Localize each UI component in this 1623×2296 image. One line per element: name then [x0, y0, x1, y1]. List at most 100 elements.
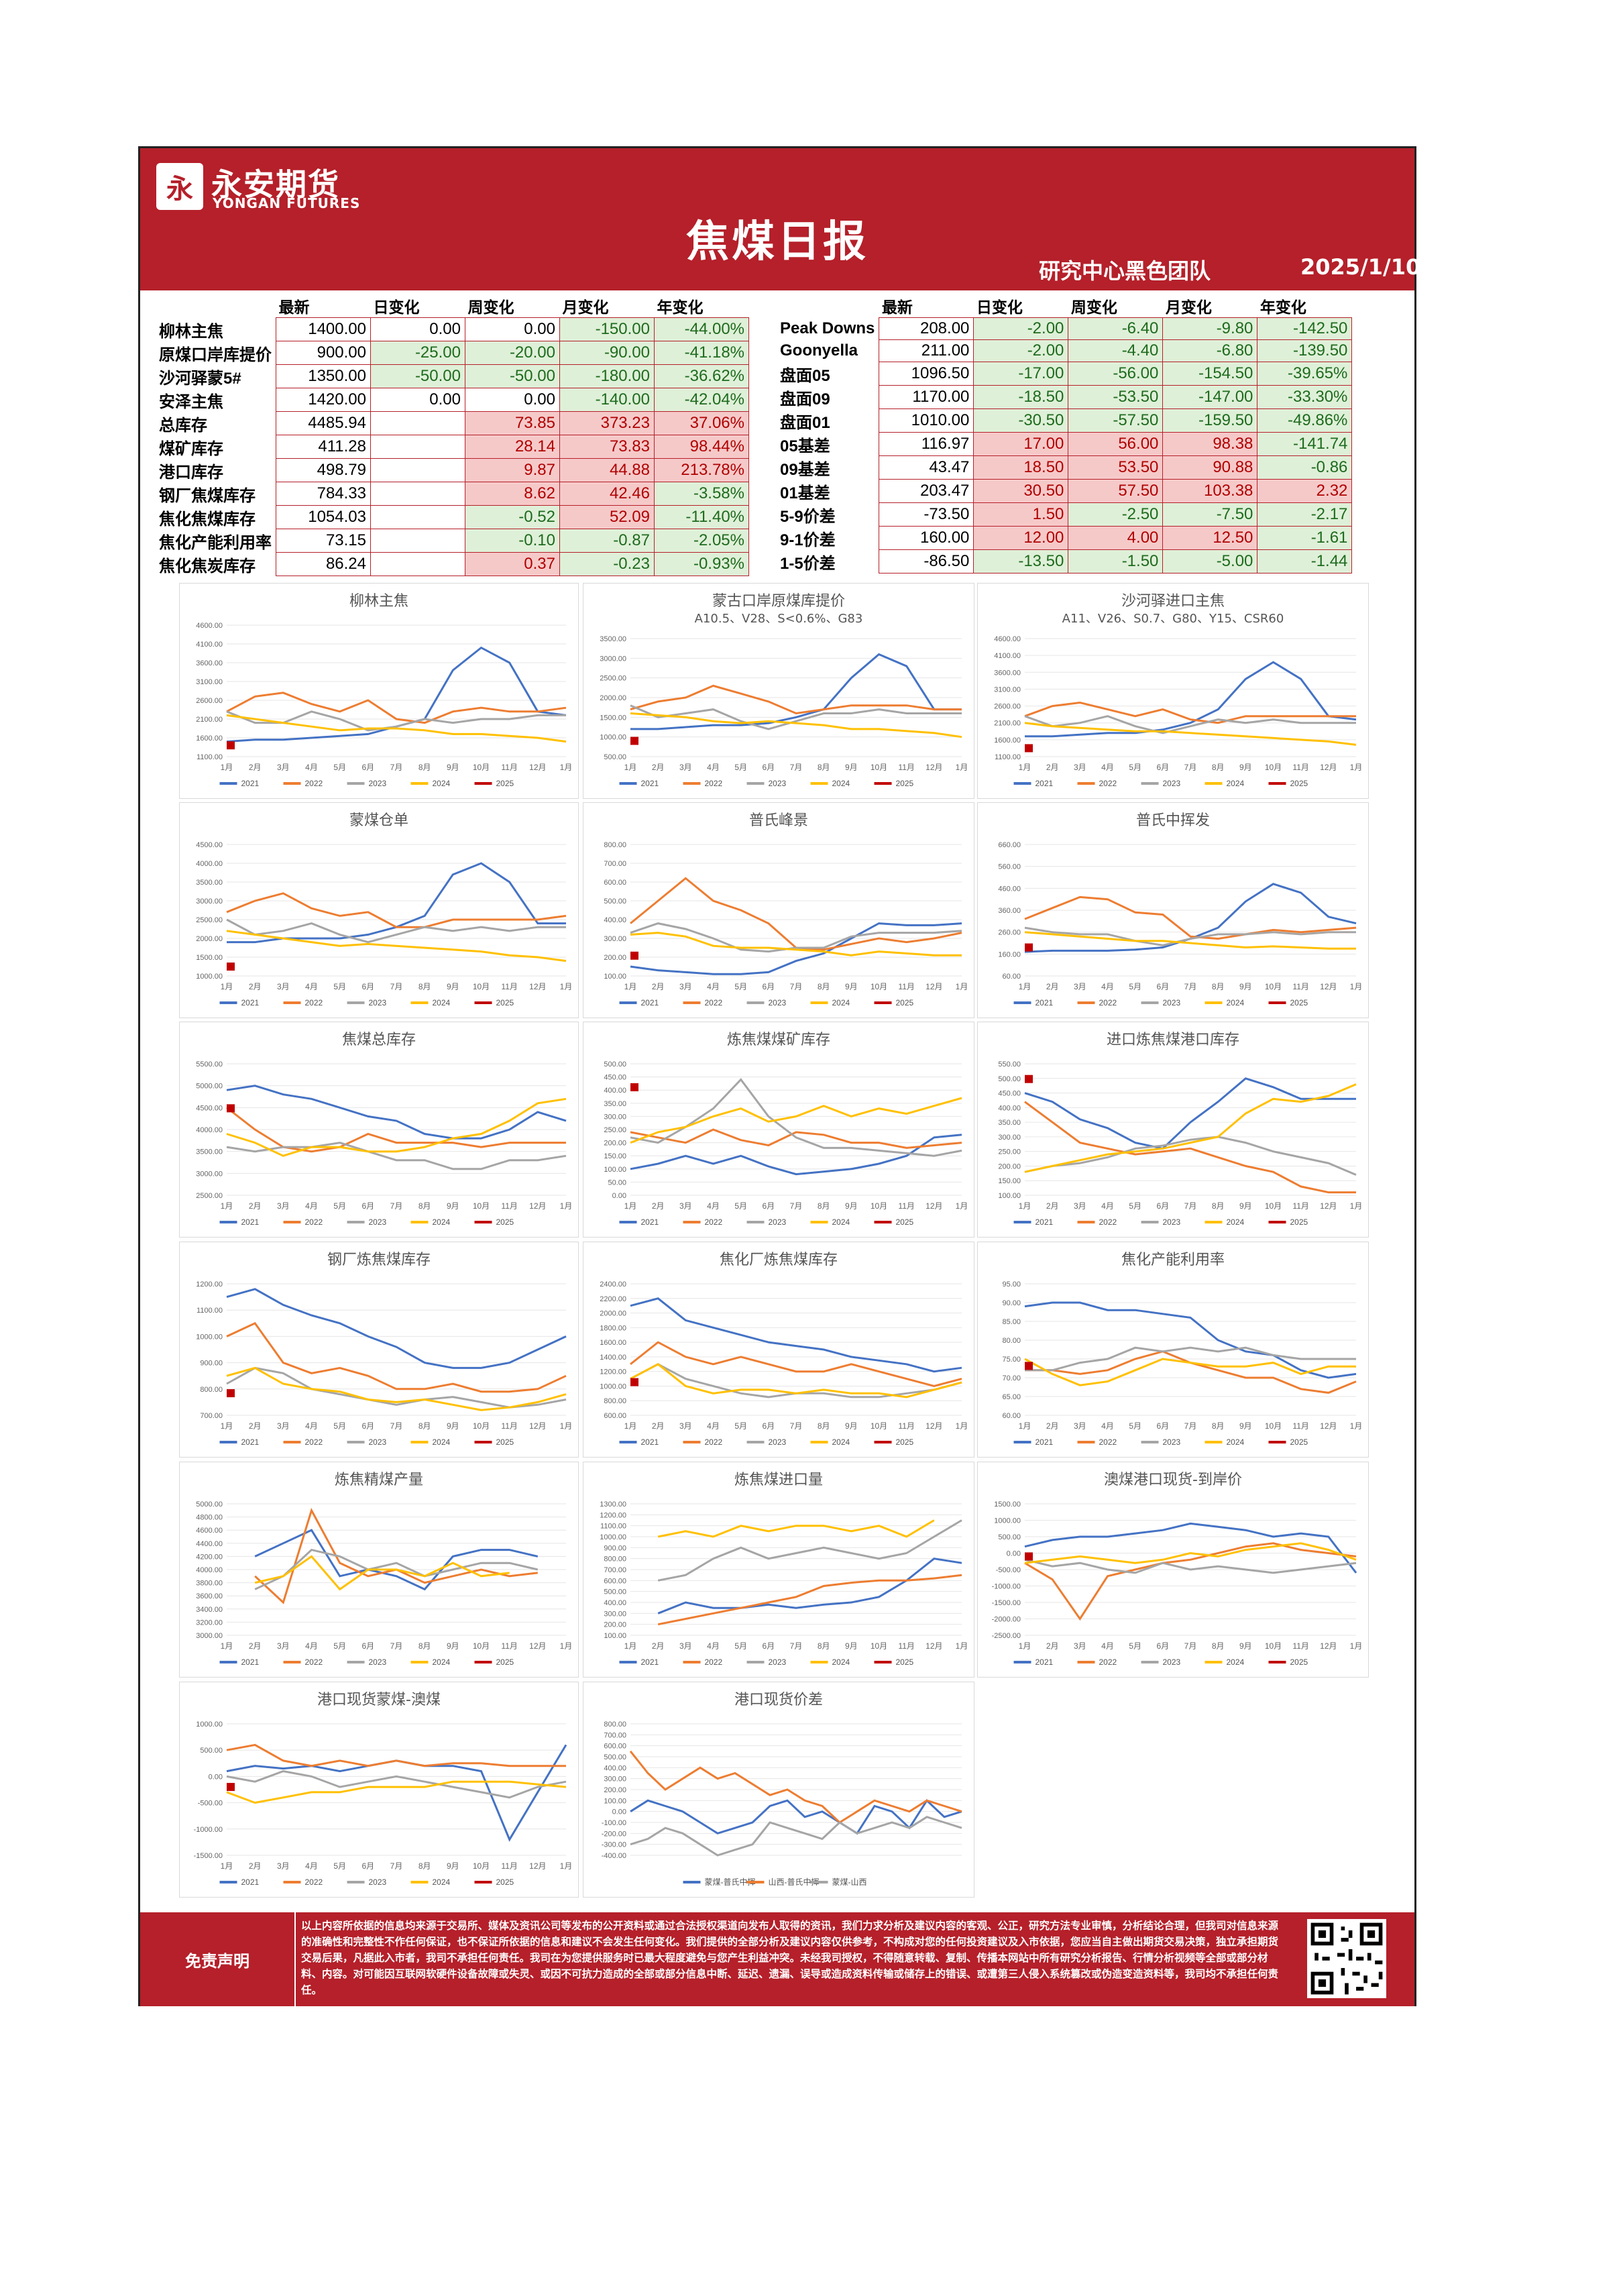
legend-label: 2023: [369, 1657, 387, 1667]
x-tick-label: 9月: [845, 1421, 858, 1431]
table-cell: -90.00: [559, 341, 655, 365]
table-cell: -2.00: [973, 317, 1069, 340]
y-tick-label: 1500.00: [994, 1500, 1021, 1509]
x-tick-label: 7月: [1184, 982, 1197, 991]
chart-svg: 800.00 700.00 600.00 500.00 400.00 300.00 200.…: [604, 841, 968, 1007]
y-tick-label: 700.00: [604, 860, 626, 868]
x-tick-label: 12月: [529, 1641, 546, 1651]
y-tick-label: 1500.00: [600, 714, 626, 722]
legend-label: 2023: [369, 1217, 387, 1227]
y-tick-label: 5500.00: [196, 1060, 223, 1069]
chart-title: 蒙古口岸原煤库提价: [712, 593, 845, 610]
table-cell: -2.05%: [654, 529, 749, 553]
series-2024-line: [630, 1097, 962, 1144]
y-tick-label: -100.00: [602, 1819, 626, 1827]
table-cell: 42.46: [559, 482, 655, 506]
series-2025-marker: [227, 1783, 235, 1792]
y-tick-label: 100.00: [604, 1166, 626, 1174]
x-tick-label: 1月: [624, 982, 637, 991]
x-tick-label: 8月: [818, 763, 830, 772]
series-2025-marker: [227, 963, 235, 971]
x-tick-label: 7月: [790, 1201, 803, 1211]
y-tick-label: 300.00: [604, 1775, 626, 1784]
table-cell: -50.00: [465, 364, 560, 388]
y-tick-label: 350.00: [998, 1119, 1021, 1127]
header-blank: [776, 294, 879, 318]
x-tick-label: 12月: [926, 1201, 942, 1211]
chart-title: 进口炼焦煤港口库存: [1106, 1032, 1239, 1048]
x-tick-label: 2月: [1046, 1641, 1059, 1651]
x-tick-label: 1月: [560, 1641, 573, 1651]
series-2025-marker: [1025, 1362, 1033, 1370]
y-tick-label: 1100.00: [197, 753, 223, 761]
x-tick-label: 9月: [845, 982, 858, 991]
legend-label: 2023: [369, 1877, 387, 1887]
x-tick-label: 3月: [679, 1201, 692, 1211]
chart-svg: 2400.00 2200.00 2000.00 1800.00 1600.00 1400.…: [600, 1280, 968, 1447]
y-tick-label: 3000.00: [196, 1632, 223, 1640]
series-2022-line: [1024, 895, 1357, 940]
x-tick-label: 2月: [1046, 763, 1059, 772]
legend-label: 2022: [1099, 1657, 1117, 1667]
y-tick-label: 500.00: [604, 1060, 626, 1069]
legend-label: 2021: [1036, 1657, 1054, 1667]
x-tick-label: 3月: [679, 982, 692, 991]
x-tick-label: 2月: [249, 1201, 262, 1211]
x-tick-label: 8月: [818, 982, 830, 991]
x-tick-label: 10月: [1265, 1641, 1282, 1651]
y-tick-label: 600.00: [604, 1743, 626, 1751]
y-tick-label: 0.00: [612, 1192, 626, 1200]
series-2024-line: [630, 1363, 962, 1399]
table-cell: 1096.50: [879, 362, 974, 386]
series-2022-line: [630, 877, 962, 951]
x-tick-label: 10月: [473, 1201, 490, 1211]
series-2025-marker: [1025, 1552, 1033, 1561]
series-2025-marker: [1025, 744, 1033, 753]
x-tick-label: 11月: [501, 1861, 517, 1871]
x-tick-label: 6月: [1156, 1641, 1169, 1651]
table-row: 盘面05 1096.50 -17.00 -56.00 -154.50 -39.65%: [776, 362, 1353, 386]
x-tick-label: 6月: [1156, 1201, 1169, 1211]
legend-label: 2024: [433, 779, 451, 788]
y-tick-label: 160.00: [998, 950, 1021, 959]
table-cell: -5.00: [1162, 549, 1258, 573]
x-tick-label: 11月: [501, 763, 517, 772]
legend-label: 2025: [496, 779, 514, 788]
y-tick-label: 260.00: [998, 929, 1021, 937]
table-cell: [370, 411, 465, 435]
y-tick-label: 3500.00: [196, 1148, 223, 1156]
page-title: 焦煤日报: [686, 217, 869, 267]
x-tick-label: 2月: [652, 982, 665, 991]
y-tick-label: 200.00: [604, 1621, 626, 1629]
table-cell: 0.00: [465, 388, 560, 412]
table-cell: 57.50: [1068, 479, 1164, 503]
x-tick-label: 3月: [277, 1861, 290, 1871]
x-tick-label: 1月: [624, 1641, 637, 1651]
table-cell: -9.80: [1162, 317, 1258, 340]
legend-label: 2022: [305, 779, 323, 788]
legend-label: 2021: [1036, 1217, 1054, 1227]
x-tick-label: 12月: [1320, 1421, 1337, 1431]
series-2025-marker: [630, 1378, 638, 1386]
x-tick-label: 8月: [418, 1641, 431, 1651]
table-cell: -6.40: [1068, 317, 1164, 340]
y-tick-label: 5000.00: [196, 1083, 223, 1091]
series-2023-line: [226, 918, 566, 944]
x-tick-label: 6月: [361, 763, 374, 772]
legend-label: 2021: [241, 1437, 260, 1447]
y-tick-label: -200.00: [602, 1830, 626, 1838]
legend-label: 2024: [1227, 998, 1245, 1007]
y-tick-label: 1600.00: [994, 736, 1021, 745]
x-tick-label: 4月: [1101, 982, 1114, 991]
table-cell: -7.50: [1162, 502, 1258, 527]
y-tick-label: 700.00: [604, 1731, 626, 1739]
y-tick-label: 1000.00: [600, 734, 626, 742]
legend-label: 2023: [769, 779, 787, 788]
x-tick-label: 6月: [361, 1201, 374, 1211]
table-cell: 37.06%: [654, 411, 749, 435]
logo-cn: 永安期货: [211, 166, 340, 203]
y-tick-label: 400.00: [604, 1087, 626, 1095]
row-label: Goonyella: [780, 341, 858, 360]
x-tick-label: 4月: [305, 1641, 318, 1651]
x-tick-label: 5月: [734, 982, 747, 991]
